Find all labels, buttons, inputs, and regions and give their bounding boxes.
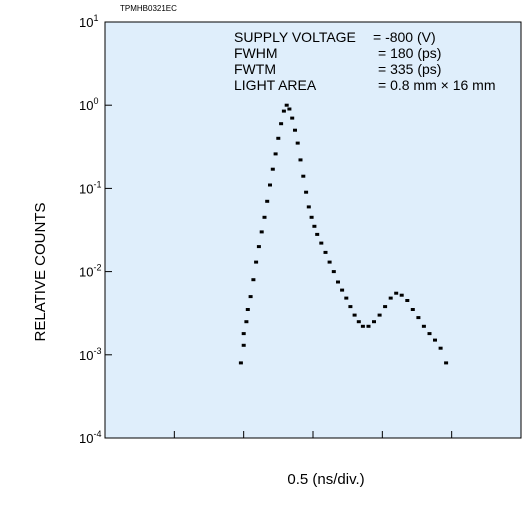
data-point [268, 183, 272, 187]
annotation-value: = 0.8 mm × 16 mm [378, 77, 495, 93]
y-tick-label: 10-1 [79, 179, 101, 196]
data-point [348, 305, 353, 309]
annotation-label: LIGHT AREA [234, 77, 317, 93]
data-point [254, 260, 259, 264]
data-point [306, 205, 311, 209]
data-point [366, 324, 371, 328]
data-point [241, 343, 246, 347]
data-point [256, 245, 261, 249]
data-point [270, 167, 275, 171]
data-point [262, 215, 267, 219]
data-point [360, 324, 365, 328]
data-point [295, 141, 300, 145]
data-point [323, 250, 328, 254]
data-point [356, 320, 361, 324]
y-ticks: 101 100 10-1 10-2 10-3 10-4 [79, 13, 112, 446]
plot-background [105, 22, 521, 438]
data-point [331, 270, 336, 274]
data-point [410, 308, 415, 311]
annotation-value: = 180 (ps) [378, 45, 441, 61]
data-point [340, 288, 345, 292]
data-point [298, 158, 303, 162]
annotation-value: = -800 (V) [373, 29, 436, 45]
data-point [287, 107, 292, 111]
data-point [265, 199, 270, 203]
data-point [312, 224, 317, 228]
data-point [388, 296, 393, 300]
data-point [319, 241, 324, 245]
data-point [259, 230, 264, 234]
data-point [273, 152, 278, 156]
data-point [383, 305, 388, 309]
x-ticks [173, 431, 453, 438]
y-tick-label: 10-2 [79, 263, 101, 280]
data-point [276, 136, 281, 140]
data-point [293, 128, 297, 132]
data-point [244, 320, 249, 324]
data-point [238, 361, 243, 365]
data-point [245, 308, 250, 311]
data-point [336, 280, 340, 284]
data-point [290, 116, 295, 120]
data-point [394, 291, 399, 295]
annotation-label: FWTM [234, 61, 276, 77]
data-point [433, 338, 437, 342]
data-point [438, 346, 443, 350]
annotation-label: FWHM [234, 45, 278, 61]
y-tick-label: 10-4 [79, 429, 101, 446]
data-point [251, 278, 256, 282]
y-tick-label: 10-3 [79, 346, 101, 363]
data-point [372, 320, 376, 324]
data-point [301, 174, 306, 178]
data-point [248, 295, 253, 299]
data-point [241, 332, 246, 336]
data-point [315, 232, 320, 236]
figure-code: TPMHB0321EC [120, 4, 177, 13]
data-point [344, 296, 349, 300]
data-point [416, 316, 421, 320]
y-axis-label: RELATIVE COUNTS [32, 203, 49, 342]
data-point [399, 293, 404, 297]
data-point [309, 215, 314, 219]
data-point [304, 190, 309, 194]
data-point [444, 361, 449, 365]
data-point [279, 122, 284, 126]
annotation-block: SUPPLY VOLTAGE = -800 (V) FWHM = 180 (ps… [234, 29, 495, 93]
data-point [405, 299, 410, 302]
data-point [284, 103, 289, 107]
y-tick-label: 101 [79, 13, 98, 30]
data-point [327, 260, 332, 264]
data-points [238, 103, 449, 365]
data-point [421, 324, 426, 328]
x-axis-label: 0.5 (ns/div.) [287, 471, 364, 488]
data-point [281, 109, 286, 113]
annotation-value: = 335 (ps) [378, 61, 441, 77]
y-tick-label: 100 [79, 96, 98, 113]
data-point [377, 313, 382, 317]
data-point [352, 313, 357, 317]
annotation-label: SUPPLY VOLTAGE [234, 29, 356, 45]
data-point [427, 332, 432, 336]
